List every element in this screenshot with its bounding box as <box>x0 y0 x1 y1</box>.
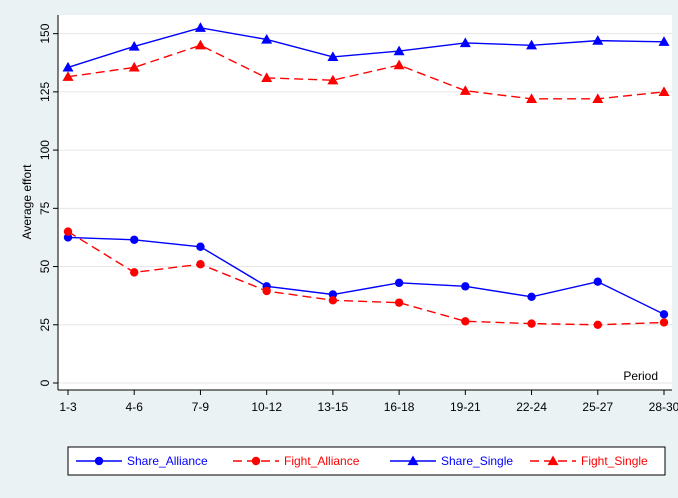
data-point <box>393 59 405 70</box>
data-point <box>658 36 670 46</box>
y-tick-label: 0 <box>38 379 52 386</box>
data-point <box>196 242 205 251</box>
data-point <box>658 86 670 96</box>
data-point <box>327 74 339 85</box>
legend-item: Share_Single <box>390 454 513 468</box>
data-point <box>196 260 205 269</box>
data-point <box>593 320 602 329</box>
data-point <box>262 286 271 296</box>
data-point <box>459 85 471 95</box>
x-tick-label: 28-30 <box>649 400 678 414</box>
data-point <box>527 319 536 328</box>
data-point <box>194 39 206 50</box>
x-tick-label: 1-3 <box>59 400 77 414</box>
legend-item: Share_Alliance <box>76 454 208 468</box>
legend-label: Share_Alliance <box>127 454 208 468</box>
series-line <box>67 236 665 315</box>
data-point <box>128 61 140 72</box>
series <box>62 22 670 329</box>
legend: Share_Alliance Fight_Alliance Share_Single… <box>76 454 648 468</box>
y-tick-label: 25 <box>38 318 52 332</box>
legend-label: Fight_Alliance <box>284 454 360 468</box>
x-tick-label: 4-6 <box>126 400 144 414</box>
x-tick-label: 19-21 <box>450 400 481 414</box>
y-tick-label: 125 <box>38 82 52 102</box>
data-point <box>261 33 273 44</box>
data-point <box>394 298 404 307</box>
data-point <box>63 233 73 242</box>
legend-label: Share_Single <box>441 454 513 468</box>
series-fight-alliance <box>63 227 669 329</box>
data-point <box>62 71 74 81</box>
legend-item: Fight_Alliance <box>233 454 360 468</box>
series-line <box>67 27 665 69</box>
y-tick-label: 100 <box>38 140 52 160</box>
y-axis-label: Average effort <box>20 164 34 240</box>
data-point <box>394 278 404 288</box>
data-point <box>593 277 602 286</box>
data-point <box>328 296 338 305</box>
data-point <box>393 45 405 56</box>
data-point <box>659 318 669 327</box>
data-point <box>251 456 261 466</box>
data-point <box>128 40 140 51</box>
data-point <box>461 317 470 326</box>
data-point <box>130 235 139 244</box>
data-point <box>63 227 73 236</box>
series-line <box>67 231 665 326</box>
x-tick-label: 7-9 <box>192 400 210 414</box>
legend-item: Fight_Single <box>530 454 648 468</box>
x-tick-label: 22-24 <box>516 400 547 414</box>
data-point <box>526 39 538 50</box>
data-point <box>328 290 338 299</box>
y-tick-label: 50 <box>38 260 52 274</box>
data-point <box>547 455 559 466</box>
series-share-single <box>62 22 670 72</box>
data-point <box>407 455 419 466</box>
x-tick-label: 13-15 <box>318 400 349 414</box>
data-point <box>527 292 536 302</box>
x-tick-label: 25-27 <box>582 400 613 414</box>
x-axis-label: Period <box>623 369 658 383</box>
data-point <box>659 310 669 319</box>
data-point <box>327 51 339 62</box>
data-point <box>461 282 470 291</box>
data-point <box>261 72 273 83</box>
data-point <box>194 22 206 32</box>
plot-background <box>58 15 672 390</box>
legend-label: Fight_Single <box>581 454 648 468</box>
x-tick-label: 16-18 <box>384 400 415 414</box>
y-tick-label: 75 <box>38 201 52 215</box>
axes: 0 25 50 75 100 125 150 1-3 4-6 7-9 10-12 13-15 16-18… <box>38 15 678 414</box>
data-point <box>62 61 74 72</box>
data-point <box>592 93 604 103</box>
y-tick-label: 150 <box>38 23 52 43</box>
data-point <box>592 35 604 45</box>
data-point <box>459 37 471 48</box>
x-tick-label: 10-12 <box>251 400 282 414</box>
data-point <box>130 268 139 277</box>
series-line <box>67 44 665 100</box>
series-fight-single <box>62 39 670 103</box>
grid <box>58 33 672 384</box>
data-point <box>94 456 104 466</box>
data-point <box>526 93 538 103</box>
